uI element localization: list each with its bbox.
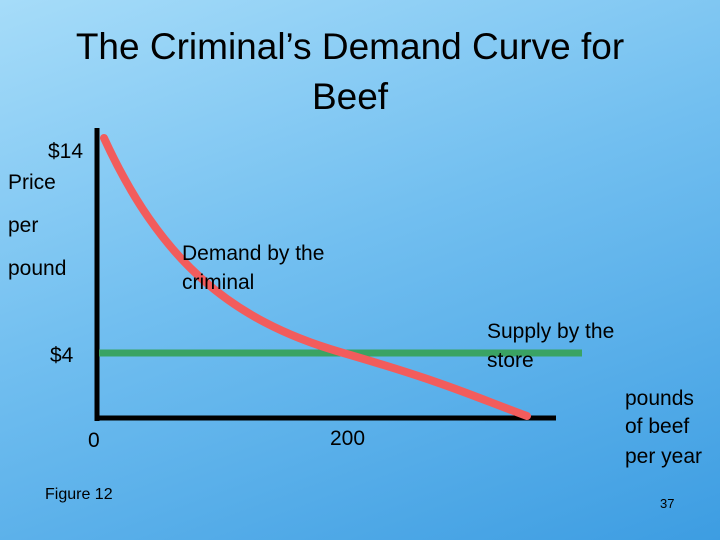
annotation: Demand by the — [182, 242, 325, 265]
x-axis-label: per year — [625, 445, 703, 468]
annotation: criminal — [182, 271, 255, 294]
slide-title: The Criminal’s Demand Curve for Beef — [75, 26, 625, 117]
x-axis-label: pounds — [625, 387, 694, 410]
page-number: 37 — [660, 496, 675, 511]
x-axis-label: of beef — [625, 415, 690, 438]
annotation: Supply by the — [487, 320, 615, 343]
x-tick-label: 0 — [88, 429, 100, 452]
y-tick-label: $14 — [48, 140, 84, 163]
annotation: store — [487, 349, 534, 372]
demand-curve — [100, 134, 531, 420]
y-axis-label: per — [8, 214, 39, 237]
figure-label: Figure 12 — [45, 486, 113, 503]
y-tick-label: $4 — [50, 344, 74, 367]
y-axis-label: Price — [8, 171, 56, 194]
y-axis-label: pound — [8, 257, 67, 280]
x-tick-label: 200 — [330, 427, 366, 450]
